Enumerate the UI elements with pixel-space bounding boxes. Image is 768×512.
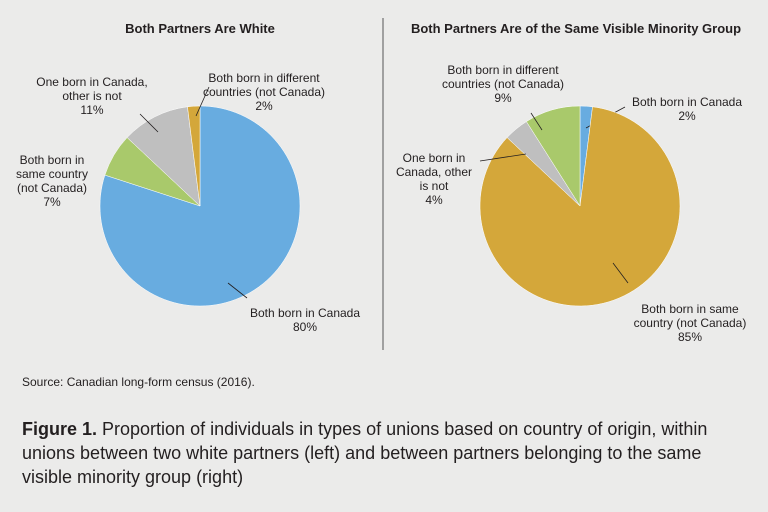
- leader-line: [612, 262, 629, 284]
- chart-title: Both Partners Are of the Same Visible Mi…: [411, 21, 741, 36]
- pie-slice: [126, 106, 201, 207]
- source-note: Source: Canadian long-form census (2016)…: [22, 375, 255, 389]
- figure-caption: Figure 1. Proportion of individuals in t…: [22, 417, 752, 489]
- slice-label: Both born in same country (not Canada) 85%: [634, 302, 747, 344]
- figure-label: Figure 1.: [22, 419, 98, 439]
- slice-label: One born in Canada, other is not 11%: [36, 75, 147, 117]
- pie-slice: [187, 105, 201, 207]
- pie-chart-visible-minority: Both Partners Are of the Same Visible Mi…: [396, 21, 746, 344]
- slice-label: Both born in different countries (not Can…: [203, 71, 325, 113]
- slice-label: Both born in same country (not Canada) 7%: [16, 153, 88, 209]
- leader-line: [479, 153, 527, 162]
- slice-label: Both born in Canada 2%: [632, 95, 742, 123]
- slice-label: Both born in Canada 80%: [250, 306, 360, 334]
- leader-line: [139, 113, 159, 133]
- slice-label: Both born in different countries (not Can…: [442, 63, 564, 105]
- pie-slice: [526, 105, 581, 207]
- leader-line: [530, 112, 543, 131]
- leader-line: [227, 282, 248, 299]
- leader-line: [195, 86, 210, 117]
- slice-label: One born in Canada, other is not 4%: [396, 151, 472, 207]
- pie-chart-white-partners: Both Partners Are White Both born in Cana…: [16, 21, 360, 334]
- chart-title: Both Partners Are White: [125, 21, 275, 36]
- figure-caption-text: Proportion of individuals in types of un…: [22, 419, 708, 487]
